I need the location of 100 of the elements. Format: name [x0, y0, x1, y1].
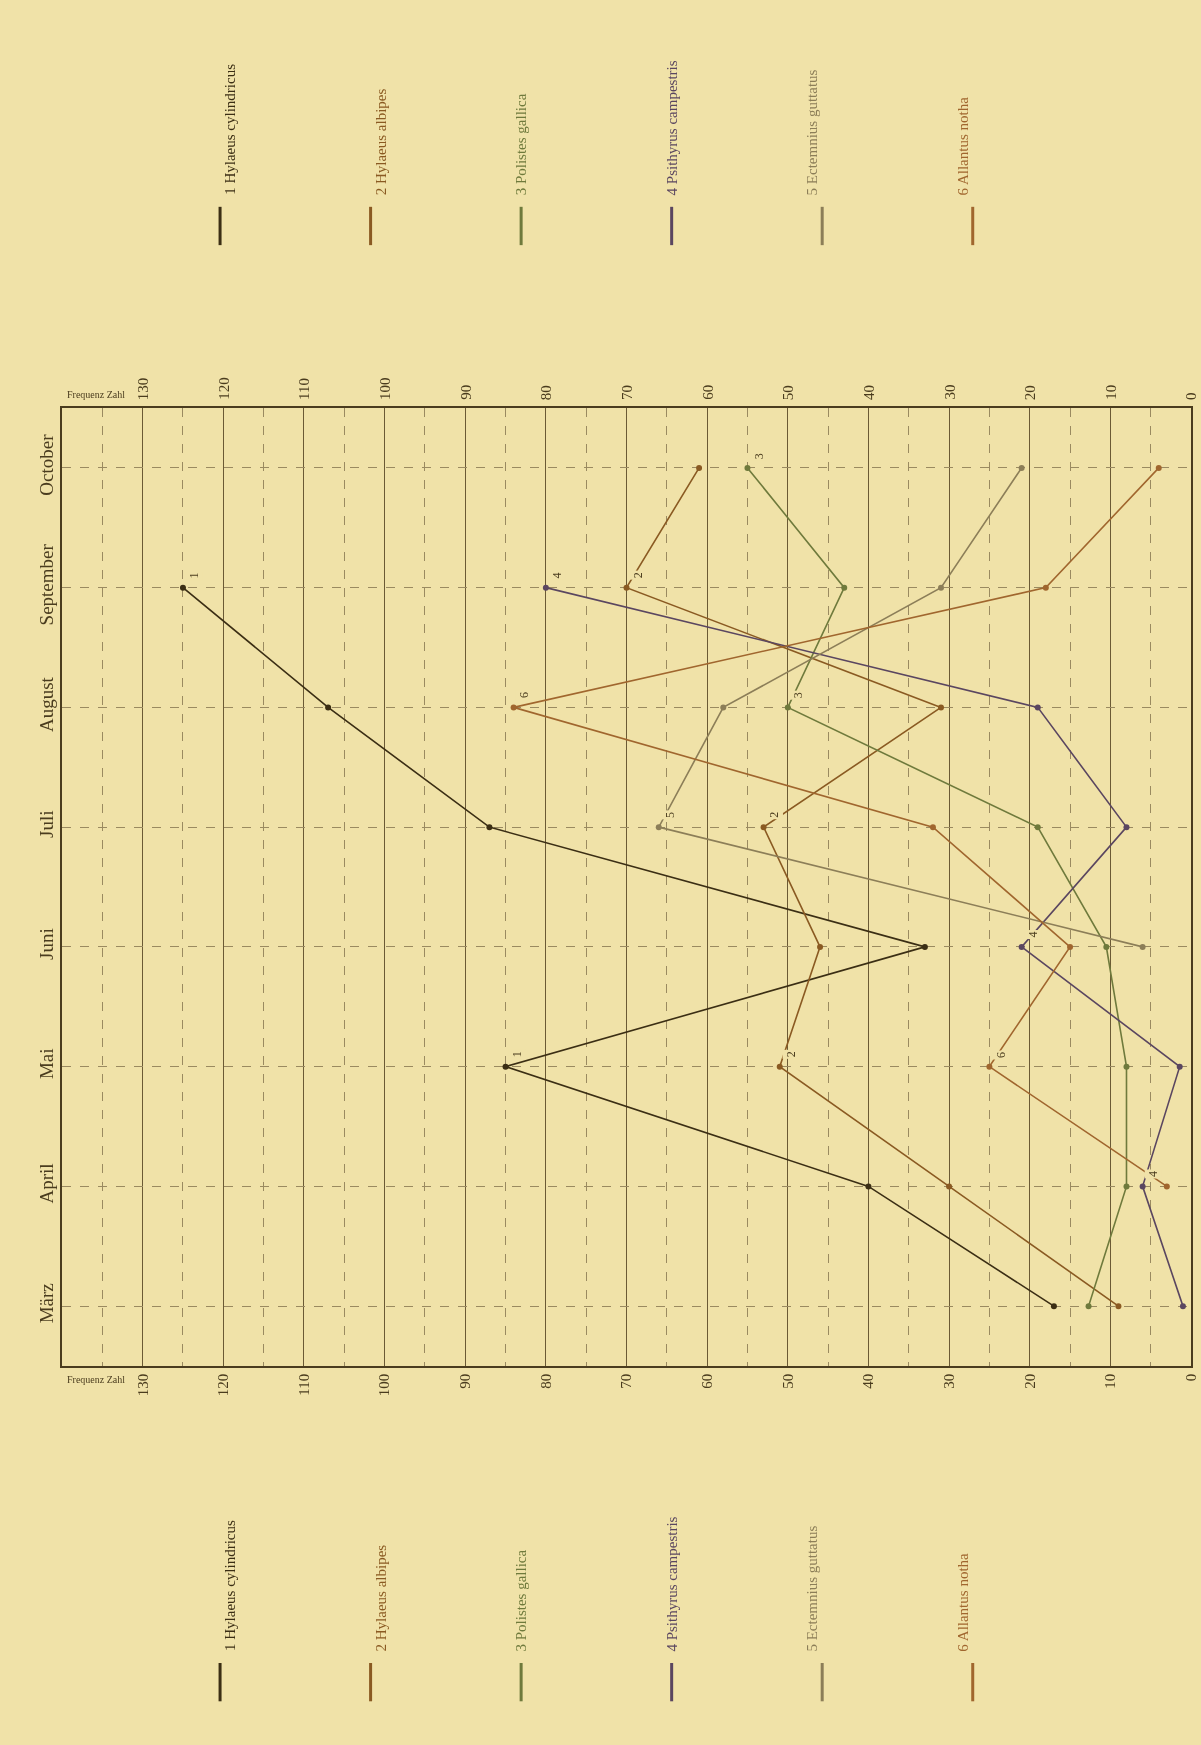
x-tick-label: 10: [1102, 384, 1119, 400]
point: [1018, 464, 1025, 471]
x2-tick-label: 120: [215, 1373, 232, 1397]
x-tick-label: 20: [1022, 385, 1039, 401]
point: [986, 1063, 993, 1070]
point: [720, 704, 727, 711]
x-tick-label: 80: [538, 385, 555, 401]
x2-tick-label: 40: [860, 1373, 877, 1389]
point: [325, 704, 332, 711]
text: 1 Hylaeus cylindricus: [222, 1520, 239, 1651]
x-tick-label: 50: [780, 385, 797, 401]
y-tick-label: Mai: [35, 1048, 57, 1080]
point: [1042, 584, 1049, 591]
text: 6 Allantus notha: [954, 1553, 971, 1652]
point: [946, 1183, 953, 1190]
point: [784, 704, 791, 711]
annotation: 2: [784, 1051, 799, 1058]
point: [1018, 943, 1025, 950]
y-tick-label: August: [35, 676, 57, 732]
x2-tick-label: 0: [1182, 1373, 1199, 1382]
x-tick-label: 30: [941, 384, 958, 400]
point: [696, 464, 703, 471]
y-tick-label: April: [35, 1163, 57, 1204]
point: [776, 1063, 783, 1070]
x2-tick-label: 30: [940, 1373, 957, 1389]
annotation: 2: [767, 811, 782, 818]
x-tick-label: 0: [1183, 392, 1199, 400]
point: [1123, 1063, 1130, 1070]
text: 4 Psithyrus campestris: [663, 60, 680, 196]
annotation: 6: [993, 1052, 1008, 1059]
point: [938, 584, 945, 591]
point: [1179, 1303, 1186, 1310]
point: [1050, 1303, 1057, 1310]
point: [1034, 824, 1041, 831]
x2-tick-label: 10: [1102, 1373, 1119, 1389]
point: [655, 824, 662, 831]
annotation: 3: [751, 453, 766, 460]
point: [542, 584, 549, 591]
text: 3 Polistes gallica: [512, 1549, 529, 1652]
annotation: 1: [509, 1051, 524, 1058]
point: [1067, 943, 1074, 950]
x2-axis-title: Frequenz Zahl: [67, 389, 126, 400]
point: [921, 943, 928, 950]
annotation: 6: [517, 691, 532, 698]
x2-tick-label: 130: [134, 1373, 151, 1397]
point: [1123, 824, 1130, 831]
x-tick-label: 60: [699, 384, 716, 400]
point: [744, 464, 751, 471]
x2-tick-label: 70: [618, 1373, 635, 1389]
point: [623, 584, 630, 591]
point: [486, 824, 493, 831]
text: 5 Ectemnius guttatus: [803, 69, 820, 196]
point: [938, 704, 945, 711]
text: 5 Ectemnius guttatus: [803, 1525, 820, 1652]
point: [510, 704, 517, 711]
y-tick-label: September: [35, 543, 57, 626]
point: [1123, 1183, 1130, 1190]
y-tick-label: März: [35, 1283, 57, 1324]
x-tick-label: 100: [377, 377, 394, 401]
point: [841, 584, 848, 591]
text: 3 Polistes gallica: [512, 93, 529, 196]
point: [1163, 1183, 1170, 1190]
point: [865, 1183, 872, 1190]
point: [1155, 464, 1162, 471]
point: [1115, 1303, 1122, 1310]
x2-tick-label: 50: [779, 1373, 796, 1389]
text: 4 Psithyrus campestris: [663, 1516, 680, 1652]
annotation: 3: [791, 692, 806, 699]
text: 2 Hylaeus albipes: [372, 88, 389, 196]
point: [1103, 943, 1110, 950]
annotation: 4: [1146, 1170, 1161, 1177]
x2-tick-label: 90: [457, 1373, 474, 1389]
point: [1085, 1303, 1092, 1310]
x-tick-label: 130: [135, 377, 152, 401]
text: 1 Hylaeus cylindricus: [222, 63, 239, 195]
x-tick-label: 40: [860, 384, 877, 400]
point: [817, 943, 824, 950]
x-axis-title: Frequenz Zahl: [67, 1374, 126, 1385]
annotation: 4: [550, 572, 565, 579]
x-tick-label: 110: [295, 377, 312, 400]
x-tick-label: 90: [457, 384, 474, 400]
text: 2 Hylaeus albipes: [372, 1544, 389, 1652]
x2-tick-label: 20: [1021, 1373, 1038, 1389]
x-tick-label: 120: [215, 377, 232, 400]
y-tick-label: Juli: [35, 810, 57, 839]
point: [929, 824, 936, 831]
x2-tick-label: 60: [699, 1373, 716, 1389]
y-tick-label: October: [35, 433, 57, 496]
point: [179, 584, 186, 591]
annotation: 4: [1025, 931, 1040, 938]
x-tick-label: 70: [619, 385, 635, 400]
point: [502, 1063, 509, 1070]
annotation: 2: [630, 572, 645, 579]
x2-tick-label: 80: [537, 1373, 554, 1389]
point: [1139, 1183, 1146, 1190]
point: [1176, 1063, 1183, 1070]
point: [1034, 704, 1041, 711]
x2-tick-label: 110: [295, 1373, 312, 1396]
text: 6 Allantus notha: [954, 96, 971, 196]
annotation: 5: [662, 811, 677, 818]
